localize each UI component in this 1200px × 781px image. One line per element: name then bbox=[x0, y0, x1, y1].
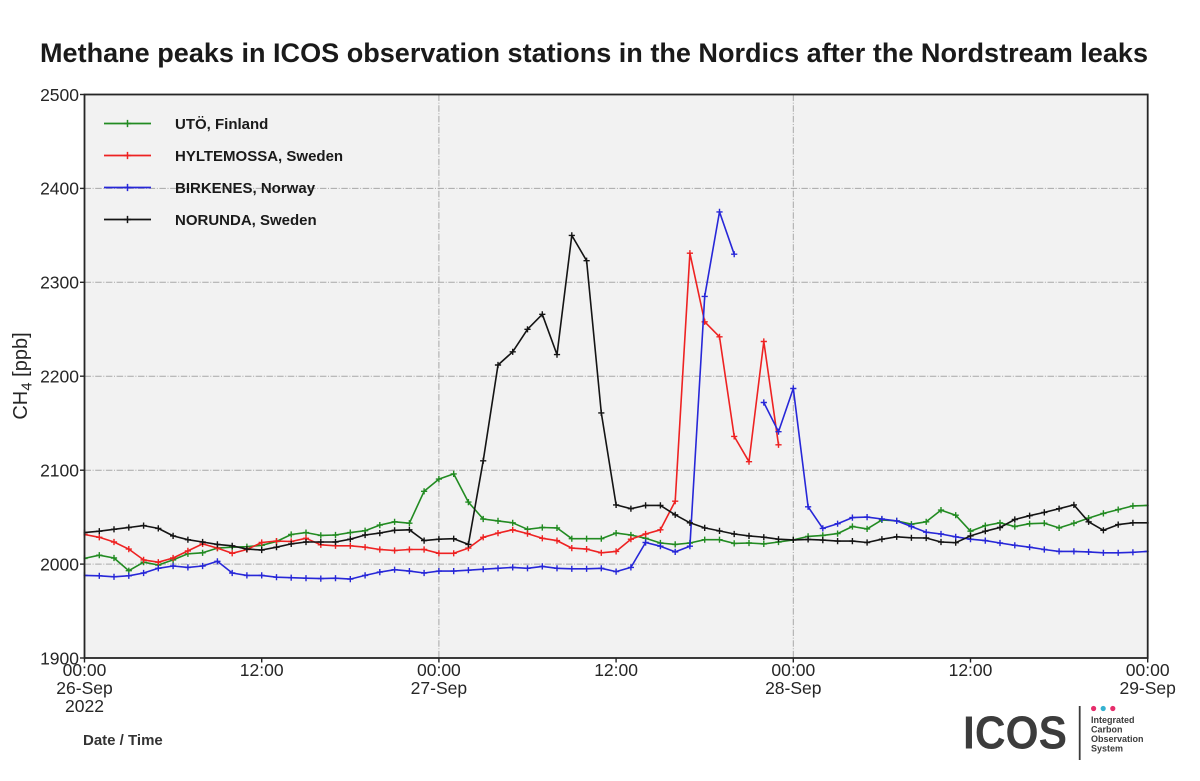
svg-text:12:00: 12:00 bbox=[240, 660, 284, 680]
svg-text:Observation: Observation bbox=[1091, 734, 1144, 744]
svg-text:Carbon: Carbon bbox=[1091, 725, 1123, 735]
svg-text:00:00: 00:00 bbox=[417, 660, 461, 680]
svg-text:2200: 2200 bbox=[40, 367, 79, 387]
svg-text:00:00: 00:00 bbox=[63, 660, 107, 680]
svg-text:1900: 1900 bbox=[40, 648, 79, 668]
svg-text:2400: 2400 bbox=[40, 179, 79, 199]
svg-text:12:00: 12:00 bbox=[949, 660, 993, 680]
svg-text:Methane peaks in ICOS observat: Methane peaks in ICOS observation statio… bbox=[40, 38, 1148, 68]
svg-text:2100: 2100 bbox=[40, 461, 79, 481]
svg-text:12:00: 12:00 bbox=[594, 660, 638, 680]
svg-text:2022: 2022 bbox=[65, 696, 104, 716]
svg-text:2300: 2300 bbox=[40, 273, 79, 293]
svg-text:Integrated: Integrated bbox=[1091, 715, 1135, 725]
svg-text:CH4 [ppb]: CH4 [ppb] bbox=[10, 332, 36, 419]
svg-text:00:00: 00:00 bbox=[771, 660, 815, 680]
svg-text:00:00: 00:00 bbox=[1126, 660, 1170, 680]
svg-text:2000: 2000 bbox=[40, 554, 79, 574]
svg-text:HYLTEMOSSA, Sweden: HYLTEMOSSA, Sweden bbox=[175, 148, 343, 165]
svg-text:UTÖ, Finland: UTÖ, Finland bbox=[175, 116, 268, 133]
svg-text:ICOS: ICOS bbox=[963, 707, 1067, 759]
svg-text:28-Sep: 28-Sep bbox=[765, 678, 821, 698]
svg-text:27-Sep: 27-Sep bbox=[411, 678, 467, 698]
svg-text:26-Sep: 26-Sep bbox=[56, 678, 112, 698]
svg-text:2500: 2500 bbox=[40, 85, 79, 105]
svg-text:System: System bbox=[1091, 744, 1123, 754]
svg-text:Date / Time: Date / Time bbox=[83, 732, 163, 749]
svg-text:29-Sep: 29-Sep bbox=[1119, 678, 1175, 698]
svg-text:BIRKENES, Norway: BIRKENES, Norway bbox=[175, 180, 316, 197]
svg-text:NORUNDA, Sweden: NORUNDA, Sweden bbox=[175, 212, 317, 229]
